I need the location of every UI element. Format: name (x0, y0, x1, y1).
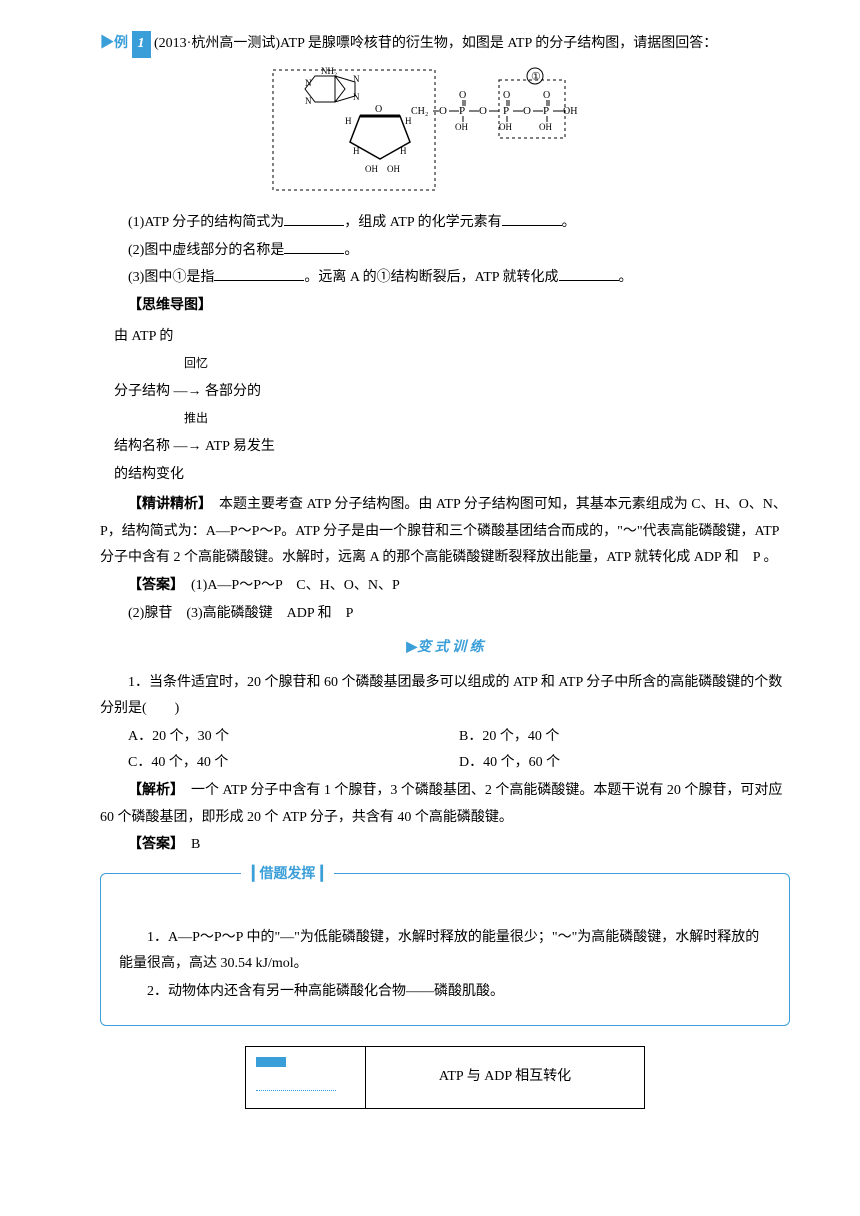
svg-text:CH₂: CH₂ (411, 106, 428, 117)
arrow-icon: ▶ (100, 36, 114, 51)
variant-label: 变 式 训 练 (417, 640, 484, 655)
mindmap-line-5: 结构名称 —→ ATP 易发生 (114, 434, 790, 461)
footer-line-icon (256, 1090, 336, 1091)
answer-2: 【答案】 B (100, 832, 790, 859)
mindmap-line-3: 分子结构 —→ 各部分的 (114, 379, 790, 406)
expand-label: 借题发挥 (241, 862, 334, 889)
example-header: ▶例 1 (2013·杭州高一测试)ATP 是腺嘌呤核苷的衍生物，如图是 ATP… (100, 31, 790, 58)
option-b: B．20 个，40 个 (459, 724, 790, 751)
svg-text:P: P (503, 105, 509, 117)
example-number: 1 (132, 31, 151, 58)
expand-box: 借题发挥 1．A—P～P～P 中的"—"为低能磷酸键，水解时释放的能量很少；"～… (100, 873, 790, 1026)
svg-text:O: O (479, 105, 487, 117)
svg-text:N: N (305, 78, 312, 88)
answer-line-1: 【答案】 (1)A—P～P～P C、H、O、N、P (100, 573, 790, 600)
svg-text:O: O (375, 104, 382, 115)
svg-text:P: P (459, 105, 465, 117)
svg-text:O: O (439, 105, 447, 117)
svg-text:O: O (503, 90, 510, 101)
analysis-body: 一个 ATP 分子中含有 1 个腺苷，3 个磷酸基团、2 个高能磷酸键。本题干说… (100, 783, 782, 825)
answer-line-2: (2)腺苷 (3)高能磷酸键 ADP 和 P (100, 601, 790, 628)
svg-text:N: N (353, 92, 360, 102)
practice-1-stem: 1．当条件适宜时，20 个腺苷和 60 个磷酸基团最多可以组成的 ATP 和 A… (100, 670, 790, 723)
atp-diagram: NH₂ N N N N O H H OH OH H H CH₂ O P O OH… (100, 64, 790, 205)
mindmap-body: 由 ATP 的 回忆 分子结构 —→ 各部分的 推出 结构名称 —→ ATP 易… (114, 324, 790, 489)
svg-text:O: O (523, 105, 531, 117)
svg-text:N: N (353, 74, 360, 84)
mindmap-line-1: 由 ATP 的 (114, 324, 790, 351)
svg-text:NH₂: NH₂ (321, 66, 337, 76)
mindmap-line-2: 回忆 (114, 351, 790, 378)
svg-text:P: P (543, 105, 549, 117)
svg-text:OH: OH (539, 122, 552, 132)
option-d: D．40 个，60 个 (459, 750, 790, 777)
svg-text:O: O (459, 90, 466, 101)
explain-block: 【精讲精析】 本题主要考查 ATP 分子结构图。由 ATP 分子结构图可知，其基… (100, 492, 790, 572)
answer-a1: (1)A—P～P～P C、H、O、N、P (177, 578, 400, 593)
analysis-title: 【解析】 (128, 783, 177, 798)
answer-2-title: 【答案】 (128, 837, 177, 852)
mindmap-line-4: 推出 (114, 406, 790, 433)
svg-text:OH: OH (499, 122, 512, 132)
svg-text:①: ① (531, 71, 541, 83)
answer-2-value: B (177, 837, 200, 852)
footer-table: ATP 与 ADP 相互转化 (245, 1046, 645, 1109)
example-label: 例 (114, 36, 128, 51)
expand-p2: 2．动物体内还含有另一种高能磷酸化合物——磷酸肌酸。 (119, 979, 771, 1006)
svg-text:OH: OH (563, 106, 577, 117)
explain-title: 【精讲精析】 (128, 497, 205, 512)
footer-left-cell (246, 1046, 366, 1108)
svg-text:H: H (405, 116, 412, 126)
variant-title: ▶变 式 训 练 (100, 635, 790, 662)
footer-right-cell: ATP 与 ADP 相互转化 (366, 1046, 645, 1108)
practice-1-options: A．20 个，30 个 B．20 个，40 个 C．40 个，40 个 D．40… (128, 724, 790, 777)
expand-p1: 1．A—P～P～P 中的"—"为低能磷酸键，水解时释放的能量很少；"～"为高能磷… (119, 925, 771, 978)
footer-rect-icon (256, 1057, 286, 1067)
svg-text:OH: OH (387, 164, 400, 174)
svg-text:OH: OH (365, 164, 378, 174)
mindmap-line-6: 的结构变化 (114, 462, 790, 489)
mindmap-title: 【思维导图】 (100, 293, 790, 320)
svg-text:H: H (400, 146, 407, 156)
example-source: (2013·杭州高一测试)ATP 是腺嘌呤核苷的衍生物，如图是 ATP 的分子结… (154, 36, 717, 51)
question-3: (3)图中①是指。远离 A 的①结构断裂后，ATP 就转化成。 (100, 265, 790, 292)
variant-arrow-icon: ▶ (406, 640, 417, 655)
analysis-block: 【解析】 一个 ATP 分子中含有 1 个腺苷，3 个磷酸基团、2 个高能磷酸键… (100, 778, 790, 831)
answer-title: 【答案】 (128, 578, 177, 593)
option-c: C．40 个，40 个 (128, 750, 459, 777)
svg-text:O: O (543, 90, 550, 101)
svg-text:H: H (345, 116, 352, 126)
question-2: (2)图中虚线部分的名称是。 (100, 238, 790, 265)
svg-text:H: H (353, 146, 360, 156)
svg-text:OH: OH (455, 122, 468, 132)
question-1: (1)ATP 分子的结构简式为，组成 ATP 的化学元素有。 (100, 210, 790, 237)
svg-text:N: N (305, 96, 312, 106)
option-a: A．20 个，30 个 (128, 724, 459, 751)
